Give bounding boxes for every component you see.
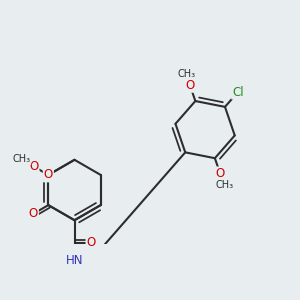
Text: HN: HN [66, 254, 83, 268]
Text: O: O [29, 160, 39, 173]
Text: CH₃: CH₃ [12, 154, 31, 164]
Text: O: O [29, 207, 38, 220]
Text: O: O [44, 168, 53, 182]
Text: O: O [185, 79, 195, 92]
Text: Cl: Cl [232, 85, 244, 99]
Text: O: O [216, 167, 225, 180]
Text: O: O [86, 236, 96, 249]
Text: CH₃: CH₃ [215, 180, 233, 190]
Text: CH₃: CH₃ [177, 69, 195, 79]
